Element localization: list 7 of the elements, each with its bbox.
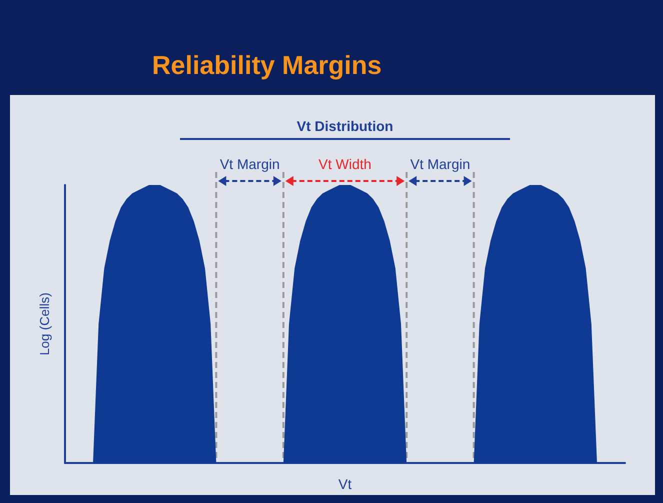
chart-title: Reliability Margins [152, 50, 382, 81]
x-axis-title: Vt [338, 476, 352, 492]
text: Vt Distribution [296, 118, 394, 134]
text: Vt Width [318, 156, 372, 172]
text: Vt Margin [410, 156, 470, 172]
y-axis-title: Log (Cells) [37, 292, 52, 356]
text: Vt Margin [220, 156, 280, 172]
